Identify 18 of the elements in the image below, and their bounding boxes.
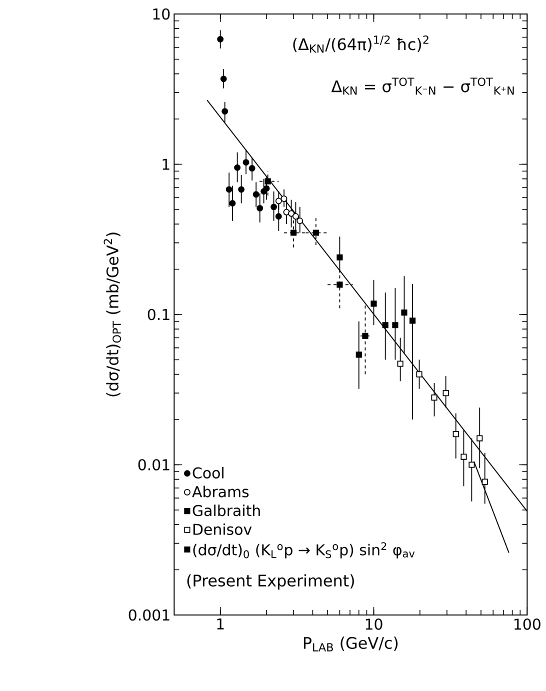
y-axis-title: (dσ/dt)$_{OPT}$ (mb/GeV$^{2}$) (104, 232, 121, 396)
y-tick-label: 1 (162, 158, 170, 170)
annotation: (Present Experiment) (187, 574, 354, 590)
legend-label: Galbraith (192, 504, 260, 516)
x-tick-label: 1 (217, 618, 224, 630)
y-tick-label: 0.001 (128, 609, 170, 621)
y-tick-label: 0.1 (148, 308, 170, 320)
annotation: (Δ$_{KN}$/(64π)$^{1/2}$ ħc)$^{2}$ (293, 36, 428, 53)
legend-label: Denisov (193, 523, 252, 536)
text: (dσ/dt)$_{0}$ (K$_{L}$$^{o}$p → K$_{S}$$^{o}$p) sin$^{2}$ φ$_{av}$ (193, 542, 415, 558)
x-axis-title: P$_{LAB}$ (GeV/c) (304, 636, 398, 652)
legend-label: Abrams (192, 486, 249, 498)
annotation: Δ$_{KN}$ = σ$^{TOT}$$_{K⁻N}$ − σ$^{TOT}$K⁺N (331, 78, 514, 95)
y-tick-label: 10 (153, 8, 170, 20)
y-tick-label: 0.01 (138, 459, 170, 470)
x-tick-label: 100 (514, 618, 540, 630)
legend-label: Cool (192, 466, 224, 479)
x-tick-label: 10 (366, 618, 382, 630)
